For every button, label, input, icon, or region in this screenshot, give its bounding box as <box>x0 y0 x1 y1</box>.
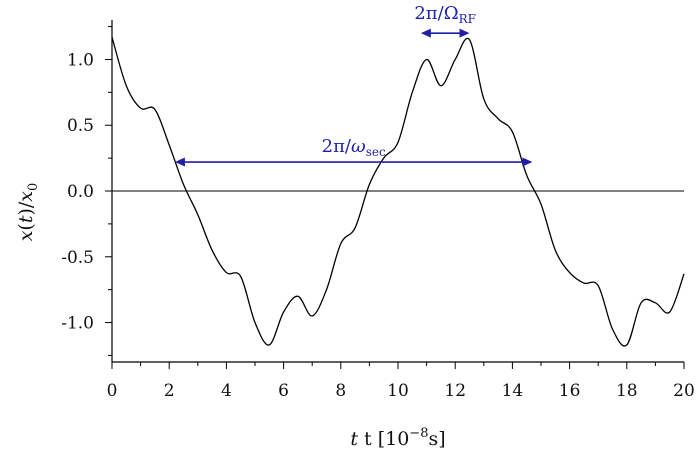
signal-line <box>111 36 685 347</box>
ticks: 0 2 4 6 8 10 12 14 16 18 20 -1.0 -0.5 0.0 0.5 1.0 <box>61 26 695 401</box>
x-tick-label: 6 <box>278 381 289 401</box>
x-axis-label: t t [10−8s] <box>350 426 445 450</box>
x-tick-label: 2 <box>164 381 175 401</box>
y-tick-label: 0.5 <box>67 116 94 136</box>
x-tick-label: 16 <box>559 381 581 401</box>
arrowhead-left <box>420 28 431 38</box>
y-tick-label: -0.5 <box>61 248 94 268</box>
arrowhead-right <box>522 157 533 167</box>
x-tick-label: 12 <box>444 381 466 401</box>
x-tick-label: 4 <box>221 381 232 401</box>
x-tick-label: 0 <box>107 381 118 401</box>
annotations: 2π/ωsec 2π/ΩRF <box>174 3 533 167</box>
plot-area <box>111 36 685 347</box>
period-label: 2π/ωsec <box>322 136 386 159</box>
x-tick-label: 14 <box>502 381 524 401</box>
y-tick-label: 1.0 <box>67 50 94 70</box>
y-tick-label: -1.0 <box>61 314 94 334</box>
arrowhead-right <box>459 28 470 38</box>
arrowhead-left <box>174 157 185 167</box>
x-tick-label: 18 <box>616 381 638 401</box>
period-label: 2π/ΩRF <box>414 3 476 26</box>
y-tick-label: 0.0 <box>67 182 94 202</box>
axes <box>111 20 684 363</box>
x-tick-label: 20 <box>673 381 695 401</box>
x-tick-label: 8 <box>335 381 346 401</box>
x-tick-label: 10 <box>387 381 409 401</box>
y-axis-label: x(t)/x0 <box>15 183 41 242</box>
